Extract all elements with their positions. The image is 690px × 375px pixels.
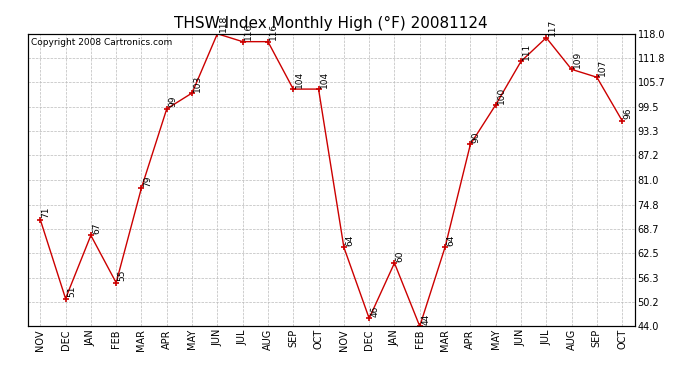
Text: Copyright 2008 Cartronics.com: Copyright 2008 Cartronics.com	[30, 38, 172, 47]
Text: 116: 116	[269, 23, 278, 40]
Text: 116: 116	[244, 23, 253, 40]
Text: 107: 107	[598, 58, 607, 76]
Text: 71: 71	[41, 207, 50, 218]
Text: 64: 64	[345, 234, 354, 246]
Text: 51: 51	[67, 286, 76, 297]
Text: 109: 109	[573, 51, 582, 68]
Text: 104: 104	[320, 70, 329, 88]
Text: 118: 118	[219, 15, 228, 32]
Title: THSW Index Monthly High (°F) 20081124: THSW Index Monthly High (°F) 20081124	[175, 16, 488, 31]
Text: 117: 117	[548, 19, 557, 36]
Text: 60: 60	[396, 250, 405, 262]
Text: 90: 90	[472, 132, 481, 143]
Text: 99: 99	[168, 96, 177, 108]
Text: 44: 44	[421, 314, 430, 325]
Text: 79: 79	[143, 175, 152, 186]
Text: 104: 104	[295, 70, 304, 88]
Text: 67: 67	[92, 222, 101, 234]
Text: 55: 55	[117, 270, 126, 281]
Text: 96: 96	[624, 108, 633, 119]
Text: 100: 100	[497, 86, 506, 104]
Text: 46: 46	[371, 306, 380, 317]
Text: 64: 64	[446, 234, 455, 246]
Text: 111: 111	[522, 43, 531, 60]
Text: 103: 103	[193, 74, 202, 92]
